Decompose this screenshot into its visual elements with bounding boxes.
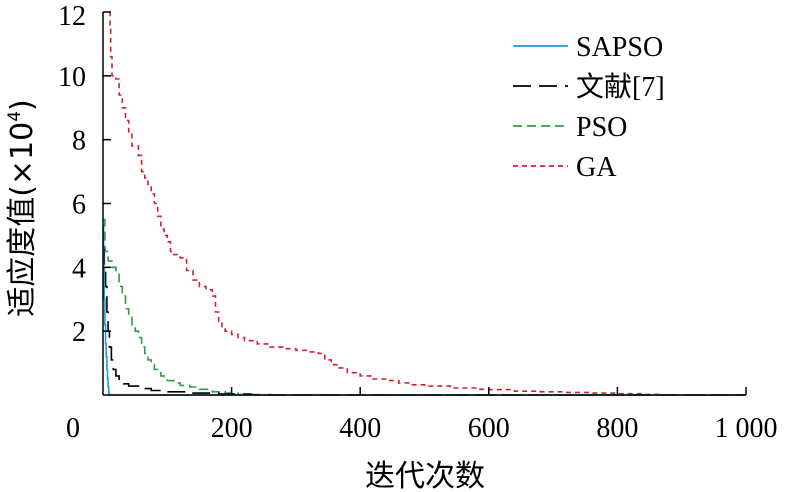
y-tick-label: 8 [72, 126, 86, 157]
y-tick-label: 4 [72, 253, 86, 284]
legend-label: SAPSO [576, 32, 663, 63]
legend-label: PSO [576, 112, 627, 143]
y-tick-label: 10 [58, 62, 86, 93]
x-tick-label: 200 [211, 413, 253, 444]
x-axis-title: 迭代次数 [365, 459, 485, 492]
y-tick-label: 2 [72, 317, 86, 348]
series-line-7 [103, 247, 746, 396]
x-tick-label: 400 [339, 413, 381, 444]
y-axis-title-exponent: 4 [5, 111, 25, 122]
y-axis-title-close: ) [5, 99, 40, 111]
y-axis-title: 适应度值(×104) [5, 99, 40, 317]
y-ticks: 2 4 6 8 10 12 [58, 1, 111, 348]
series-layer [102, 11, 746, 396]
y-axis-title-main: 适应度值(×10 [5, 122, 40, 317]
y-tick-label: 12 [58, 1, 86, 32]
plot-area: 0 200 400 600 800 1 000 2 4 6 8 10 12 [58, 1, 778, 444]
series-line-sapso [102, 225, 746, 396]
y-tick-label: 6 [72, 190, 86, 221]
series-line-ga [109, 11, 664, 396]
x-tick-label: 1 000 [715, 413, 778, 444]
x-tick-label: 600 [468, 413, 510, 444]
legend-label: GA [576, 152, 617, 183]
x-tick-label: 800 [596, 413, 638, 444]
x-tick-label: 0 [66, 413, 80, 444]
series-line-pso [103, 218, 746, 396]
x-ticks: 0 200 400 600 800 1 000 [66, 387, 778, 444]
legend-label: 文献[7] [576, 71, 665, 103]
legend: SAPSO 文献[7] PSO GA [513, 32, 665, 183]
